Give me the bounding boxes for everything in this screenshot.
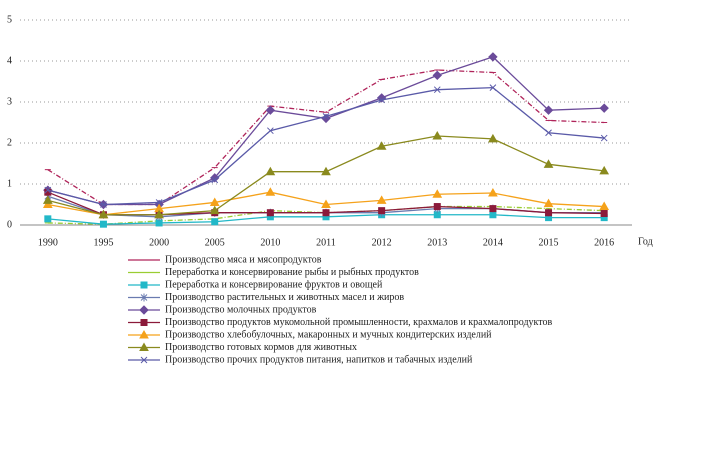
marker	[488, 52, 498, 62]
legend-label: Производство молочных продуктов	[165, 304, 317, 315]
x-tick-label: 1990	[38, 237, 58, 248]
legend-label: Производство готовых кормов для животных	[165, 342, 357, 353]
marker	[210, 173, 220, 183]
marker	[489, 211, 497, 219]
marker	[376, 141, 387, 150]
x-tick-label: 2000	[149, 237, 169, 248]
marker	[433, 211, 441, 219]
legend-label: Производство хлебобулочных, макаронных и…	[165, 329, 492, 340]
x-tick-label: 2014	[483, 237, 503, 248]
y-tick-label: 1	[7, 178, 12, 189]
series-line	[47, 205, 605, 225]
legend-label: Производство продуктов мукомольной промы…	[165, 317, 553, 328]
marker	[599, 103, 609, 113]
marker	[140, 356, 148, 364]
marker	[139, 342, 149, 351]
marker	[376, 195, 387, 204]
x-tick-label: 2015	[539, 237, 559, 248]
marker	[154, 209, 164, 219]
marker	[488, 188, 498, 197]
marker	[209, 197, 220, 206]
legend-label: Производство прочих продуктов питания, н…	[165, 354, 473, 365]
marker	[266, 209, 274, 217]
x-tick-label: 2016	[594, 237, 614, 248]
marker	[322, 209, 330, 217]
marker	[265, 166, 276, 176]
legend-label: Переработка и консервирование фруктов и …	[165, 279, 383, 290]
marker	[488, 133, 498, 143]
x-tick-label: 2013	[427, 237, 447, 248]
y-tick-label: 0	[7, 219, 12, 230]
legend-label: Производство растительных и животных мас…	[165, 292, 404, 303]
marker	[489, 84, 497, 92]
marker	[432, 70, 442, 81]
marker	[378, 96, 385, 104]
marker	[545, 129, 552, 137]
y-tick-label: 3	[7, 96, 12, 107]
marker	[321, 199, 331, 208]
x-tick-label: 2010	[260, 237, 280, 248]
marker	[432, 131, 443, 140]
marker	[155, 219, 163, 227]
marker	[139, 305, 149, 315]
marker	[378, 207, 386, 215]
marker	[211, 218, 219, 226]
marker	[599, 165, 610, 175]
x-tick-label: 2012	[372, 237, 392, 248]
marker	[211, 176, 219, 184]
series-line	[47, 56, 605, 206]
marker	[44, 188, 52, 196]
marker	[98, 209, 109, 219]
marker	[322, 112, 330, 120]
marker	[42, 195, 53, 204]
marker	[433, 86, 441, 94]
marker	[433, 203, 441, 211]
legend-label: Переработка и консервирование рыбы и рыб…	[165, 267, 419, 278]
marker	[155, 199, 163, 206]
series-line	[47, 86, 605, 206]
marker	[140, 319, 148, 326]
x-tick-label: 1995	[93, 237, 113, 248]
marker	[600, 210, 608, 218]
y-tick-label: 5	[7, 14, 12, 25]
x-axis-label: Год	[638, 236, 653, 247]
marker	[209, 205, 220, 215]
x-tick-label: 2005	[205, 237, 225, 248]
marker	[543, 105, 554, 115]
marker	[321, 166, 331, 176]
marker	[139, 329, 149, 339]
marker	[265, 105, 276, 115]
marker	[100, 201, 107, 208]
marker	[140, 293, 148, 302]
marker	[489, 205, 497, 213]
marker	[600, 134, 608, 142]
marker	[140, 281, 148, 289]
marker	[432, 189, 443, 198]
marker	[543, 198, 554, 208]
marker	[265, 187, 276, 196]
marker	[543, 159, 554, 168]
legend-label: Производство мяса и мясопродуктов	[165, 254, 322, 265]
marker	[44, 186, 52, 194]
marker	[42, 199, 53, 208]
y-tick-label: 4	[7, 55, 12, 66]
marker	[267, 127, 274, 135]
y-tick-label: 2	[7, 137, 12, 148]
marker	[99, 220, 107, 228]
marker	[44, 215, 52, 223]
marker	[545, 209, 553, 217]
marker	[599, 201, 610, 211]
x-tick-label: 2011	[316, 237, 336, 248]
